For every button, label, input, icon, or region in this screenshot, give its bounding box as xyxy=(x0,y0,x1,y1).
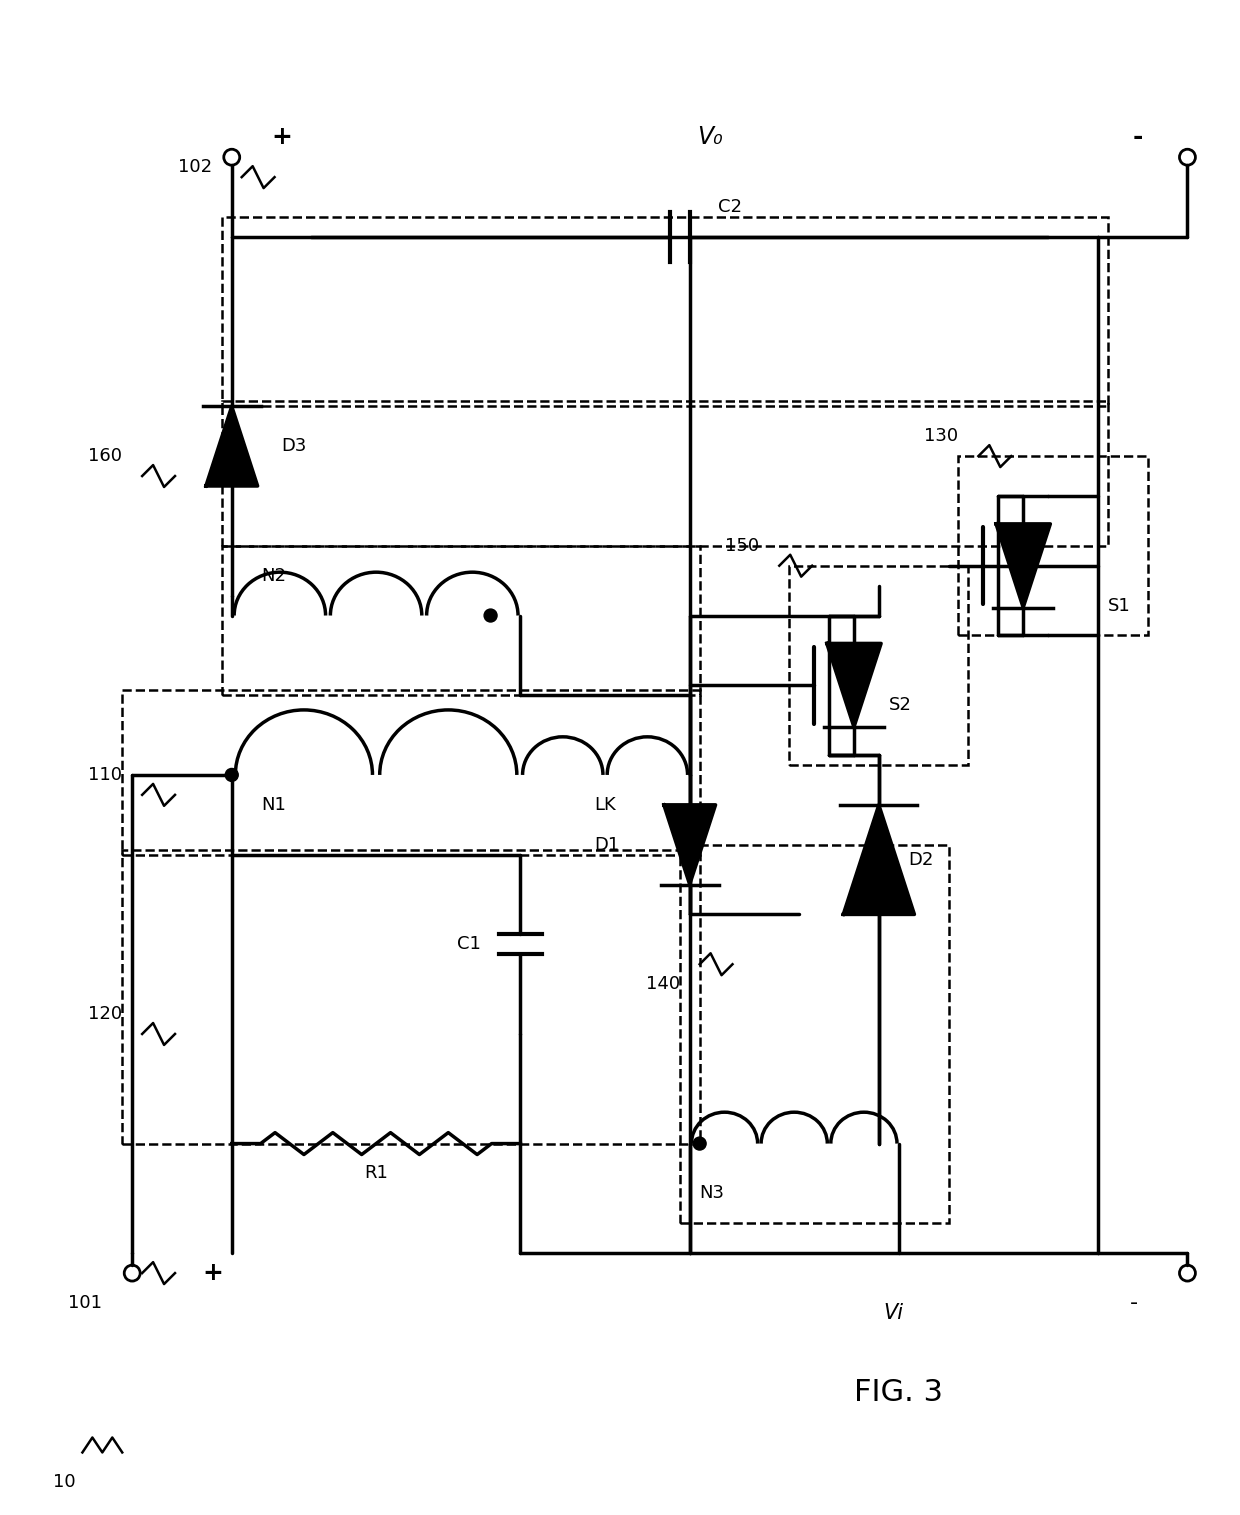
Text: +: + xyxy=(272,126,291,150)
Bar xyxy=(789,565,968,765)
Bar xyxy=(222,217,1107,406)
Polygon shape xyxy=(827,644,882,727)
Text: -: - xyxy=(1130,1292,1137,1314)
Polygon shape xyxy=(996,524,1050,608)
Circle shape xyxy=(226,768,238,782)
Text: +: + xyxy=(202,1260,223,1285)
Text: 102: 102 xyxy=(177,158,212,176)
Text: N1: N1 xyxy=(262,795,286,814)
Text: D1: D1 xyxy=(595,836,620,853)
Text: D3: D3 xyxy=(281,438,306,454)
Circle shape xyxy=(693,1138,706,1150)
Text: S1: S1 xyxy=(1107,597,1131,615)
Circle shape xyxy=(484,609,497,623)
Text: 160: 160 xyxy=(88,447,123,465)
Text: N2: N2 xyxy=(262,567,286,585)
Text: N3: N3 xyxy=(699,1185,724,1203)
Text: Vi: Vi xyxy=(884,1303,904,1323)
Text: LK: LK xyxy=(594,795,616,814)
Bar xyxy=(123,691,699,854)
Text: D2: D2 xyxy=(909,850,934,868)
Text: C2: C2 xyxy=(718,198,742,217)
Text: R1: R1 xyxy=(365,1165,388,1183)
Text: V₀: V₀ xyxy=(697,126,723,150)
Bar xyxy=(222,401,1107,545)
Text: 110: 110 xyxy=(88,767,123,783)
Bar xyxy=(680,845,949,1223)
Polygon shape xyxy=(206,406,258,486)
Text: 101: 101 xyxy=(68,1294,103,1312)
Text: 150: 150 xyxy=(725,536,759,554)
Text: -: - xyxy=(1132,126,1143,150)
Polygon shape xyxy=(663,804,715,885)
Text: 120: 120 xyxy=(88,1004,123,1023)
Polygon shape xyxy=(843,804,914,915)
Text: 10: 10 xyxy=(52,1473,76,1491)
Bar xyxy=(222,545,699,695)
Text: 140: 140 xyxy=(646,976,680,994)
Bar xyxy=(123,850,699,1144)
Text: FIG. 3: FIG. 3 xyxy=(854,1379,944,1407)
Text: 130: 130 xyxy=(924,427,959,445)
Text: S2: S2 xyxy=(889,697,911,714)
Text: C1: C1 xyxy=(456,935,481,953)
Bar xyxy=(959,456,1148,635)
